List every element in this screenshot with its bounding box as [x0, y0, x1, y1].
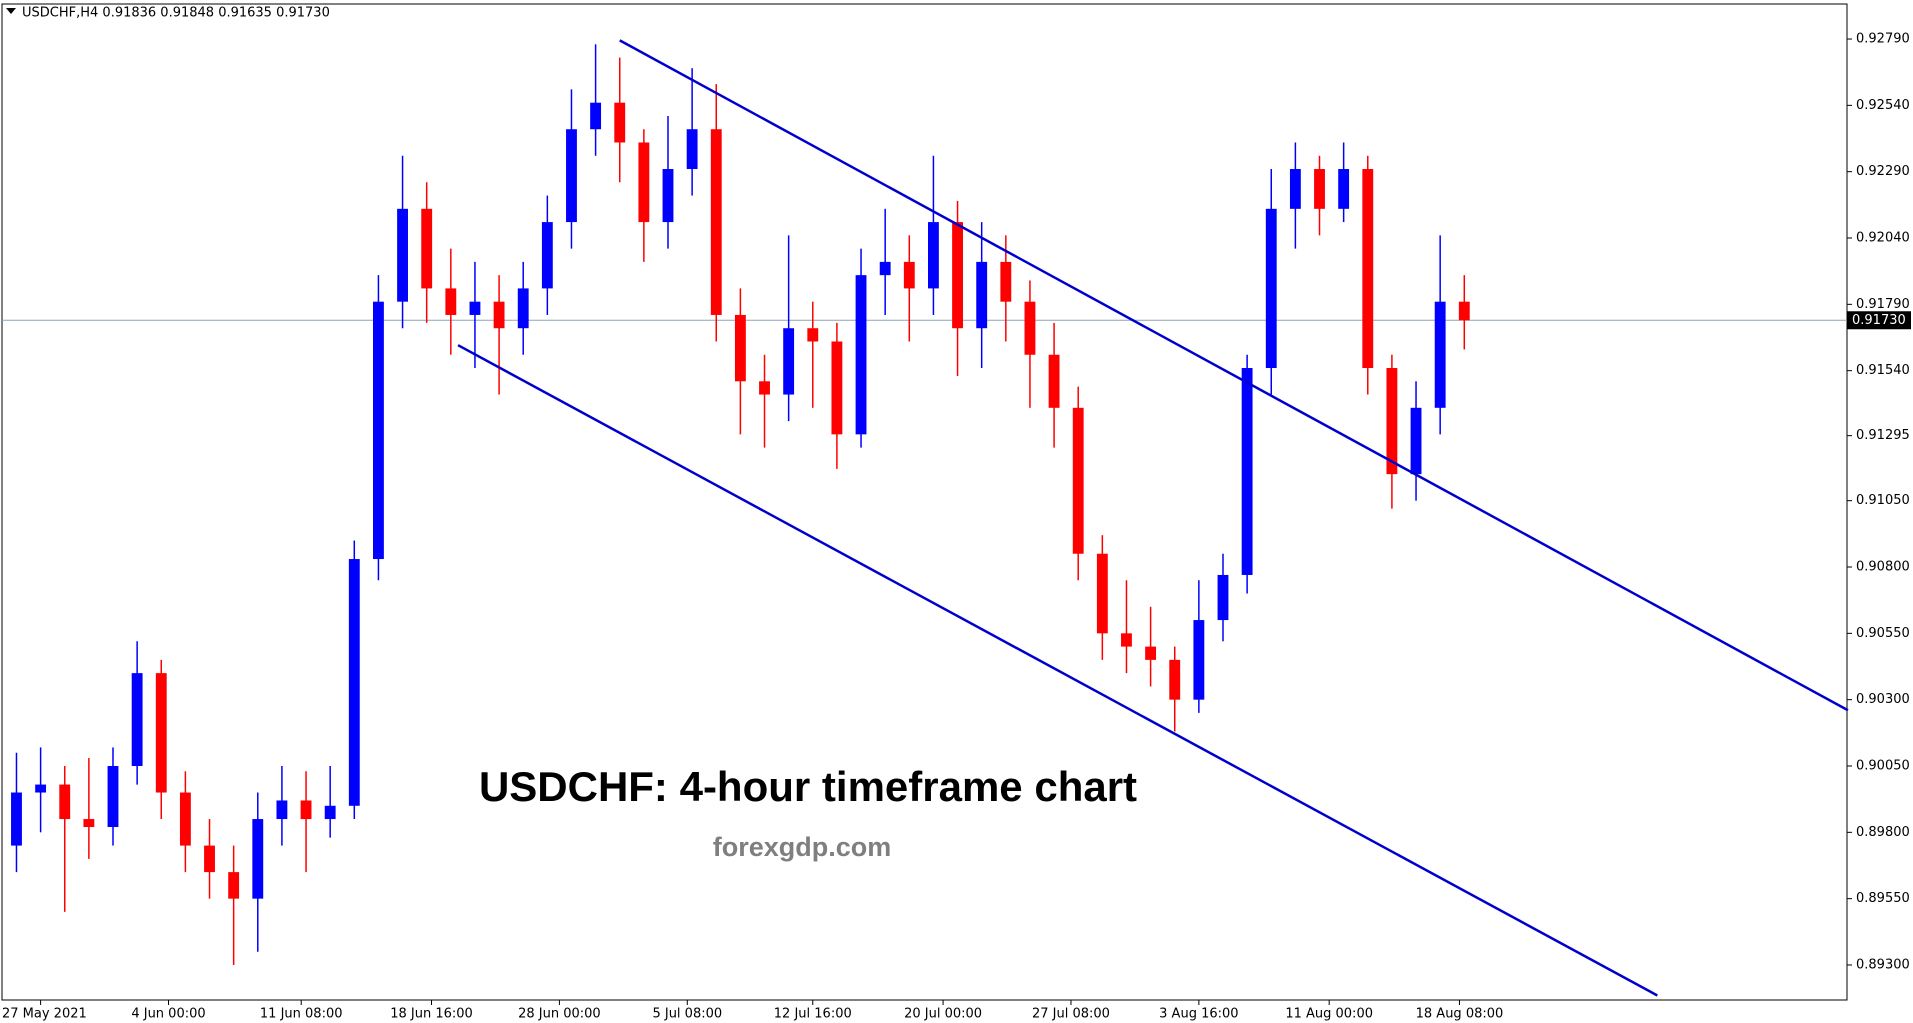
candle-body — [566, 129, 577, 223]
candle-body — [107, 765, 119, 828]
candle-body — [1096, 553, 1108, 634]
candle-body — [493, 301, 505, 329]
candle-body — [155, 673, 167, 793]
y-tick-label: 0.90300 — [1856, 692, 1910, 707]
x-tick-label: 18 Jun 16:00 — [390, 1007, 473, 1022]
y-tick-label: 0.92040 — [1856, 231, 1910, 246]
candle-body — [614, 102, 626, 143]
candle-body — [1338, 169, 1350, 209]
y-tick-label: 0.91540 — [1856, 363, 1910, 378]
trendline — [619, 39, 1849, 712]
candle-body — [1289, 169, 1301, 209]
candle-body — [35, 784, 47, 793]
x-tick-label: 18 Aug 08:00 — [1416, 1007, 1504, 1022]
x-tick-label: 3 Aug 16:00 — [1159, 1007, 1238, 1022]
candle-body — [1265, 208, 1277, 369]
price-label-box — [1847, 311, 1911, 330]
candle-body — [1458, 301, 1470, 321]
candle-body — [131, 673, 143, 766]
candle-body — [903, 261, 915, 289]
candle-body — [1072, 407, 1084, 554]
candle-body — [59, 784, 71, 820]
x-tick-label: 12 Jul 16:00 — [774, 1007, 852, 1022]
y-tick-label: 0.91295 — [1856, 428, 1910, 443]
candle-body — [662, 169, 674, 223]
candle-body — [469, 301, 481, 315]
candle-body — [300, 800, 312, 820]
candle-body — [759, 381, 770, 395]
candle-body — [952, 222, 963, 329]
y-tick-label: 0.91790 — [1856, 297, 1910, 312]
watermark: forexgdp.com — [713, 832, 892, 862]
trendline — [457, 344, 1658, 997]
menu-arrow[interactable] — [6, 8, 16, 14]
x-tick-label: 5 Jul 08:00 — [652, 1007, 722, 1022]
y-tick-label: 0.89550 — [1856, 891, 1910, 906]
candle-body — [397, 208, 408, 302]
candle-body — [855, 275, 867, 435]
candle-body — [710, 129, 722, 315]
candle-body — [590, 102, 602, 130]
candle-body — [1314, 169, 1325, 209]
x-tick-label: 11 Aug 00:00 — [1285, 1007, 1373, 1022]
y-tick-label: 0.90050 — [1856, 758, 1910, 773]
candle-body — [807, 328, 819, 342]
plot-frame — [1, 3, 1848, 1001]
candle-body — [783, 328, 795, 395]
candle-body — [1362, 169, 1374, 369]
y-tick-label: 0.92540 — [1856, 98, 1910, 113]
candle-body — [228, 872, 240, 899]
candle-body — [204, 845, 215, 873]
candle-body — [1434, 301, 1446, 408]
candle-body — [421, 208, 433, 289]
candle-body — [324, 805, 336, 820]
x-tick-label: 27 May 2021 — [2, 1007, 87, 1022]
candle-body — [1048, 354, 1060, 408]
candle-body — [252, 819, 264, 899]
candle-body — [734, 314, 746, 382]
candle-body — [831, 341, 843, 435]
candle-body — [976, 261, 988, 329]
y-tick-label: 0.89800 — [1856, 825, 1910, 840]
candle-body — [1386, 368, 1398, 475]
candle-body — [638, 142, 650, 223]
candle-body — [445, 288, 457, 315]
candle-body — [1000, 261, 1012, 302]
candle-body — [179, 792, 191, 846]
candle-body — [373, 301, 384, 560]
candle-body — [879, 261, 891, 276]
candle-body — [1410, 407, 1422, 475]
y-tick-label: 0.89300 — [1856, 957, 1910, 972]
x-tick-label: 4 Jun 00:00 — [131, 1007, 205, 1022]
x-tick-label: 27 Jul 08:00 — [1032, 1007, 1110, 1022]
candle-body — [927, 222, 939, 289]
candle-body — [276, 800, 288, 820]
candle-body — [1145, 646, 1157, 660]
candle-body — [348, 559, 360, 806]
candle-body — [517, 288, 529, 329]
candle-body — [1193, 620, 1205, 700]
candle-body — [686, 129, 698, 170]
candle-body — [11, 792, 22, 846]
x-tick-label: 20 Jul 00:00 — [904, 1007, 982, 1022]
x-tick-label: 11 Jun 08:00 — [260, 1007, 343, 1022]
candle-body — [541, 222, 553, 289]
y-tick-label: 0.91050 — [1856, 493, 1910, 508]
y-tick-label: 0.90800 — [1856, 560, 1910, 575]
candle-body — [1169, 659, 1181, 700]
candle-body — [1241, 368, 1253, 575]
candle-body — [1024, 301, 1036, 355]
candle-body — [83, 819, 95, 828]
candle-body — [1121, 633, 1132, 647]
y-tick-label: 0.92290 — [1856, 164, 1910, 179]
candle-body — [1217, 574, 1229, 621]
x-tick-label: 28 Jun 00:00 — [518, 1007, 601, 1022]
price-label: 0.91730 — [1852, 313, 1906, 328]
y-tick-label: 0.92790 — [1856, 32, 1910, 47]
header: USDCHF,H4 0.91836 0.91848 0.91635 0.9173… — [22, 6, 330, 21]
annotation-title: USDCHF: 4-hour timeframe chart — [479, 763, 1137, 810]
y-tick-label: 0.90550 — [1856, 626, 1910, 641]
